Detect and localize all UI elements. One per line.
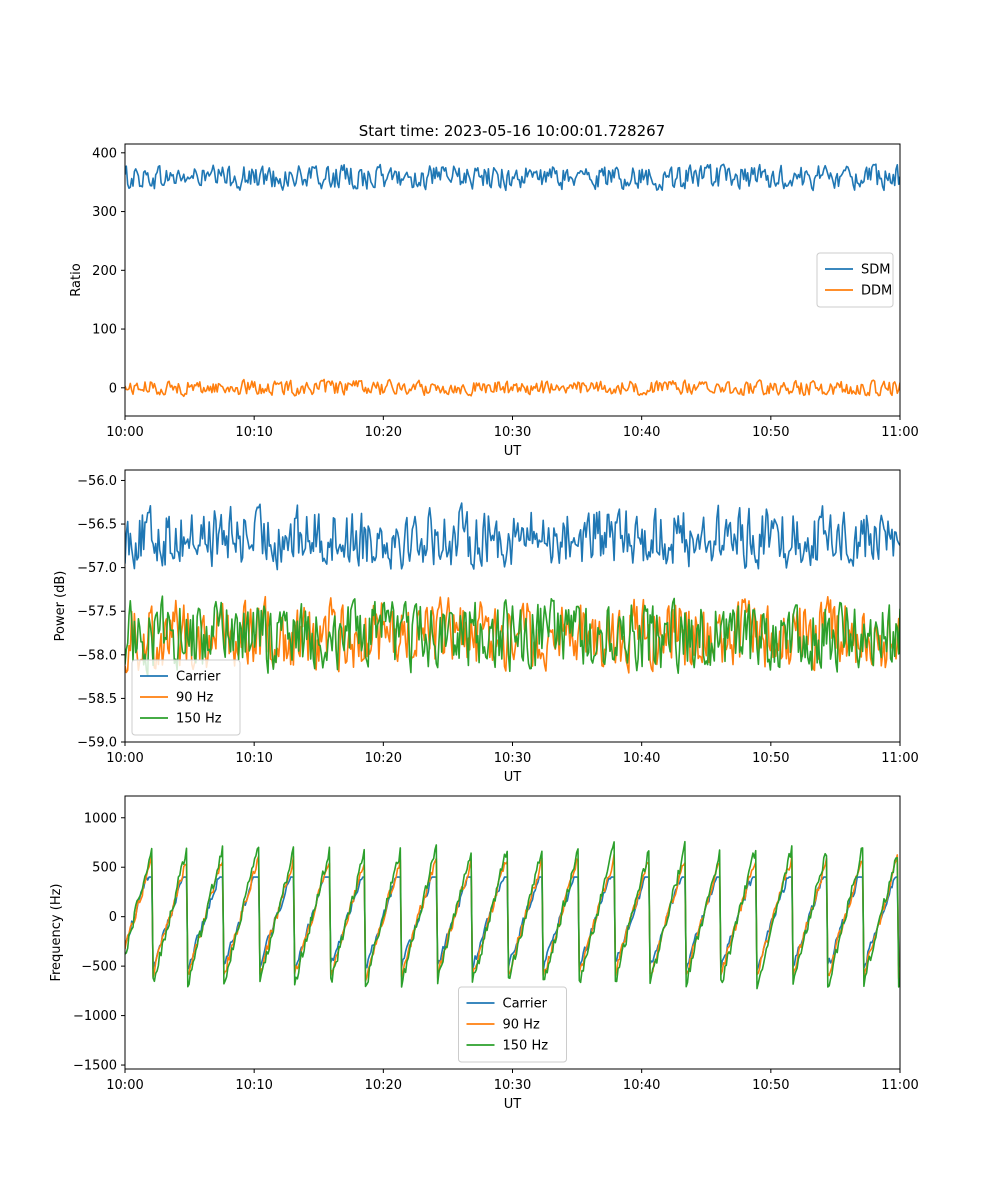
x-tick-label: 10:40	[623, 425, 660, 440]
y-tick-label: −57.5	[77, 605, 117, 620]
series-line-150-hz	[125, 840, 900, 990]
y-tick-label: −56.5	[77, 518, 117, 533]
x-tick-label: 11:00	[881, 1078, 918, 1093]
y-tick-label: 0	[109, 910, 117, 925]
x-tick-label: 10:20	[365, 751, 402, 766]
legend-entry: 150 Hz	[503, 1039, 549, 1054]
y-tick-label: −57.0	[77, 561, 117, 576]
legend-box	[458, 986, 567, 1063]
x-tick-label: 10:30	[494, 425, 531, 440]
y-tick-label: −58.0	[77, 648, 117, 663]
y-tick-label: 0	[109, 381, 117, 396]
y-tick-label: 400	[92, 146, 117, 161]
y-tick-label: 1000	[84, 811, 117, 826]
y-tick-label: −56.0	[77, 474, 117, 489]
x-tick-label: 10:50	[752, 425, 789, 440]
x-tick-label: 10:40	[623, 1078, 660, 1093]
legend-box	[131, 659, 241, 736]
figure-title: Start time: 2023-05-16 10:00:01.728267	[359, 122, 665, 140]
legend-entry: Carrier	[503, 997, 548, 1012]
x-tick-label: 11:00	[881, 425, 918, 440]
y-tick-label: 300	[92, 205, 117, 220]
legend-entry: Carrier	[176, 670, 221, 685]
x-axis-label: UT	[504, 770, 522, 785]
y-tick-label: −1000	[73, 1009, 117, 1024]
legend-box	[816, 252, 894, 308]
series-line-carrier	[125, 502, 900, 571]
x-tick-label: 10:50	[752, 751, 789, 766]
x-tick-label: 10:00	[106, 1078, 143, 1093]
x-tick-label: 11:00	[881, 751, 918, 766]
x-tick-label: 10:50	[752, 1078, 789, 1093]
series-line-ddm	[125, 378, 900, 398]
series-line-sdm	[125, 163, 900, 192]
x-tick-label: 10:30	[494, 1078, 531, 1093]
legend-entry: 90 Hz	[176, 691, 213, 706]
x-tick-label: 10:10	[235, 425, 272, 440]
y-tick-label: 200	[92, 264, 117, 279]
y-axis-label: Power (dB)	[53, 571, 68, 642]
x-tick-label: 10:40	[623, 751, 660, 766]
legend-entry: 90 Hz	[503, 1018, 540, 1033]
panel-1: 10:00 10:10 10:20 10:30 10:40 10:50 11:00 0 100 2…	[69, 143, 919, 459]
x-axis-label: UT	[504, 1097, 522, 1112]
y-tick-label: −1500	[73, 1059, 117, 1074]
x-tick-label: 10:00	[106, 425, 143, 440]
x-tick-label: 10:20	[365, 1078, 402, 1093]
y-axis-label: Frequency (Hz)	[49, 883, 64, 981]
legend-entry: 150 Hz	[176, 712, 222, 727]
y-tick-label: 500	[92, 861, 117, 876]
panel-2: 10:00 10:10 10:20 10:30 10:40 10:50 11:00 −59.0…	[53, 469, 919, 785]
y-tick-label: −59.0	[77, 736, 117, 751]
y-axis-label: Ratio	[69, 263, 84, 296]
x-tick-label: 10:20	[365, 425, 402, 440]
x-tick-label: 10:10	[235, 1078, 272, 1093]
y-tick-label: −58.5	[77, 692, 117, 707]
legend: Carrier 90 Hz 150 Hz	[131, 659, 241, 736]
legend-entry: DDM	[861, 284, 892, 299]
x-axis-label: UT	[504, 444, 522, 459]
x-tick-label: 10:00	[106, 751, 143, 766]
x-tick-label: 10:30	[494, 751, 531, 766]
legend: SDM DDM	[816, 252, 894, 308]
y-tick-label: 100	[92, 323, 117, 338]
panel-3: 10:00 10:10 10:20 10:30 10:40 10:50 11:00 −1500…	[49, 795, 919, 1112]
series-line-150-hz	[125, 595, 900, 677]
legend-entry: SDM	[861, 263, 890, 278]
y-tick-label: −500	[81, 960, 117, 975]
x-tick-label: 10:10	[235, 751, 272, 766]
series-line-carrier	[125, 876, 900, 973]
legend: Carrier 90 Hz 150 Hz	[458, 986, 567, 1063]
